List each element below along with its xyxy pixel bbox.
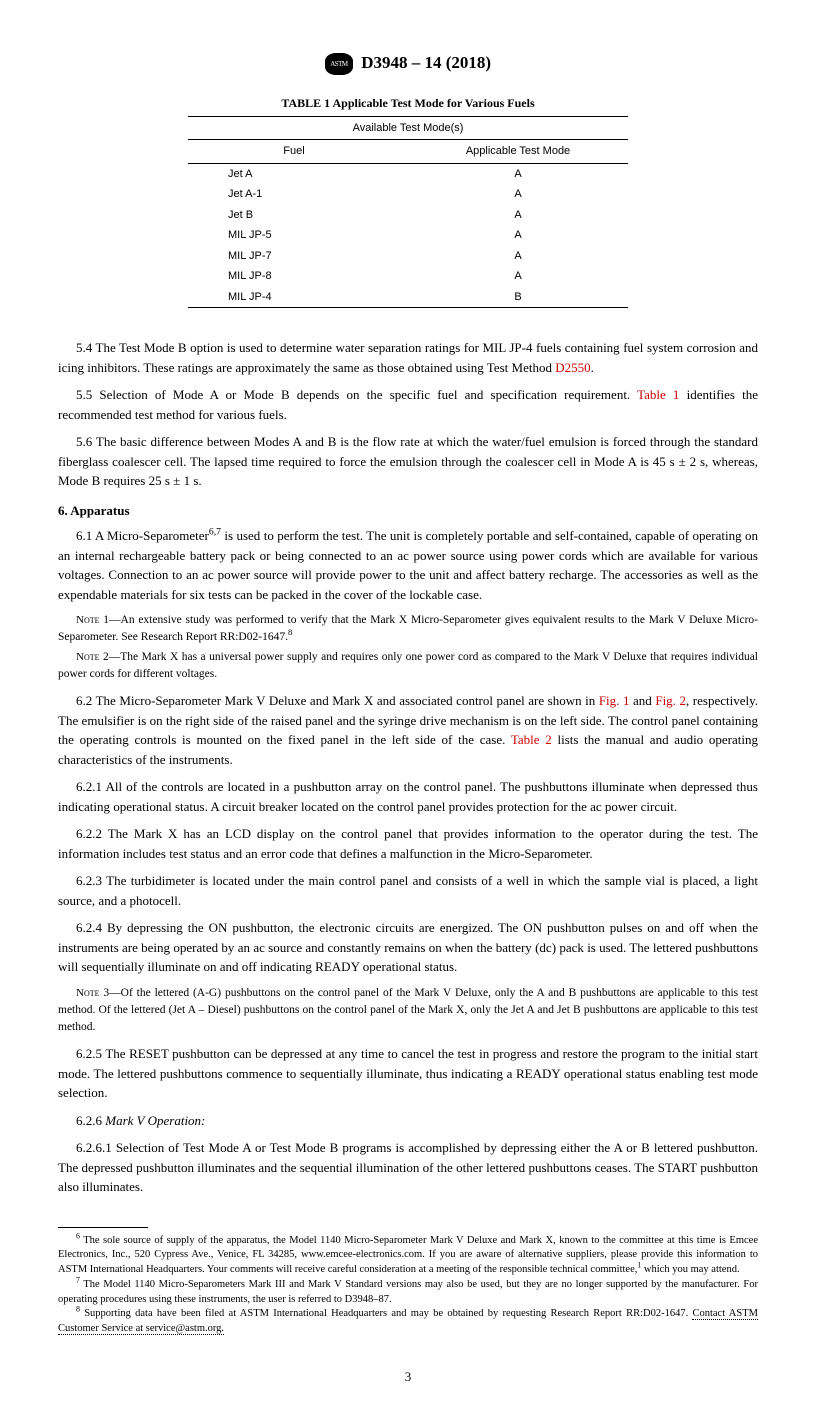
astm-logo: [325, 53, 353, 75]
table-1: Available Test Mode(s) Fuel Applicable T…: [188, 116, 628, 309]
note-text: 2—The Mark X has a universal power suppl…: [58, 651, 758, 680]
para-text: 5.5 Selection of Mode A or Mode B depend…: [76, 387, 637, 402]
para-6-2: 6.2 The Micro-Separometer Mark V Deluxe …: [58, 691, 758, 769]
note-label: Note: [76, 651, 100, 663]
table-1-title: TABLE 1 Applicable Test Mode for Various…: [58, 94, 758, 112]
fuel-cell: MIL JP-5: [188, 225, 408, 246]
note-label: Note: [76, 614, 100, 626]
para-5-5: 5.5 Selection of Mode A or Mode B depend…: [58, 385, 758, 424]
note-text: 1—An extensive study was performed to ve…: [58, 614, 758, 643]
table-row: Jet BA: [188, 205, 628, 226]
footnote-ref-6-7: 6,7: [209, 527, 221, 538]
footnote-6: 6 The sole source of supply of the appar…: [58, 1234, 758, 1278]
para-text: 6.2.6: [76, 1113, 105, 1128]
table-row: MIL JP-5A: [188, 225, 628, 246]
link-fig-2[interactable]: Fig. 2: [655, 693, 686, 708]
fuel-cell: Jet A-1: [188, 184, 408, 205]
para-6-2-5: 6.2.5 The RESET pushbutton can be depres…: [58, 1044, 758, 1103]
table-row: MIL JP-8A: [188, 266, 628, 287]
fuel-cell: Jet A: [188, 163, 408, 184]
note-label: Note: [76, 987, 100, 999]
mode-cell: A: [408, 266, 628, 287]
mode-cell: A: [408, 163, 628, 184]
note-3: Note 3—Of the lettered (A-G) pushbuttons…: [58, 985, 758, 1037]
para-text: and: [629, 693, 655, 708]
fuel-cell: Jet B: [188, 205, 408, 226]
footnote-text: The Model 1140 Micro-Separometers Mark I…: [58, 1279, 758, 1305]
link-fig-1[interactable]: Fig. 1: [599, 693, 630, 708]
para-6-2-3: 6.2.3 The turbidimeter is located under …: [58, 871, 758, 910]
footnote-rule: [58, 1227, 148, 1228]
para-6-2-6-1: 6.2.6.1 Selection of Test Mode A or Test…: [58, 1138, 758, 1197]
mode-cell: A: [408, 205, 628, 226]
para-6-2-1: 6.2.1 All of the controls are located in…: [58, 777, 758, 816]
para-6-2-6: 6.2.6 Mark V Operation:: [58, 1111, 758, 1131]
page-number: 3: [58, 1367, 758, 1387]
para-6-2-2: 6.2.2 The Mark X has an LCD display on t…: [58, 824, 758, 863]
para-5-6: 5.6 The basic difference between Modes A…: [58, 432, 758, 491]
para-text: 6.1 A Micro-Separometer: [76, 528, 209, 543]
footnote-text: which you may attend.: [641, 1264, 739, 1275]
footnote-7: 7 The Model 1140 Micro-Separometers Mark…: [58, 1278, 758, 1307]
section-6-heading: 6. Apparatus: [58, 501, 758, 521]
note-1: Note 1—An extensive study was performed …: [58, 612, 758, 647]
designation-number: D3948 – 14 (2018): [361, 53, 491, 72]
mode-cell: B: [408, 287, 628, 308]
para-6-2-4: 6.2.4 By depressing the ON pushbutton, t…: [58, 918, 758, 977]
para-text: 5.4 The Test Mode B option is used to de…: [58, 340, 758, 375]
table-row: MIL JP-7A: [188, 246, 628, 267]
table-col-mode: Applicable Test Mode: [408, 140, 628, 164]
table-super-header: Available Test Mode(s): [188, 116, 628, 140]
fuel-cell: MIL JP-4: [188, 287, 408, 308]
table-col-fuel: Fuel: [188, 140, 408, 164]
fuel-cell: MIL JP-7: [188, 246, 408, 267]
footnote-ref-8: 8: [288, 627, 292, 637]
table-row: Jet A-1A: [188, 184, 628, 205]
para-text: .: [591, 360, 594, 375]
fuel-cell: MIL JP-8: [188, 266, 408, 287]
footnote-text: Supporting data have been filed at ASTM …: [80, 1308, 693, 1319]
para-5-4: 5.4 The Test Mode B option is used to de…: [58, 338, 758, 377]
note-text: 3—Of the lettered (A-G) pushbuttons on t…: [58, 987, 758, 1034]
table-row: MIL JP-4B: [188, 287, 628, 308]
mode-cell: A: [408, 225, 628, 246]
footnote-8: 8 Supporting data have been filed at AST…: [58, 1307, 758, 1336]
table-row: Jet AA: [188, 163, 628, 184]
mode-cell: A: [408, 184, 628, 205]
para-text: 6.2 The Micro-Separometer Mark V Deluxe …: [76, 693, 599, 708]
note-2: Note 2—The Mark X has a universal power …: [58, 649, 758, 684]
link-table-2[interactable]: Table 2: [511, 732, 552, 747]
para-6-1: 6.1 A Micro-Separometer6,7 is used to pe…: [58, 526, 758, 604]
document-header: D3948 – 14 (2018): [58, 50, 758, 76]
mark-v-heading: Mark V Operation:: [105, 1113, 205, 1128]
link-table-1[interactable]: Table 1: [637, 387, 679, 402]
link-d2550[interactable]: D2550: [555, 360, 590, 375]
mode-cell: A: [408, 246, 628, 267]
